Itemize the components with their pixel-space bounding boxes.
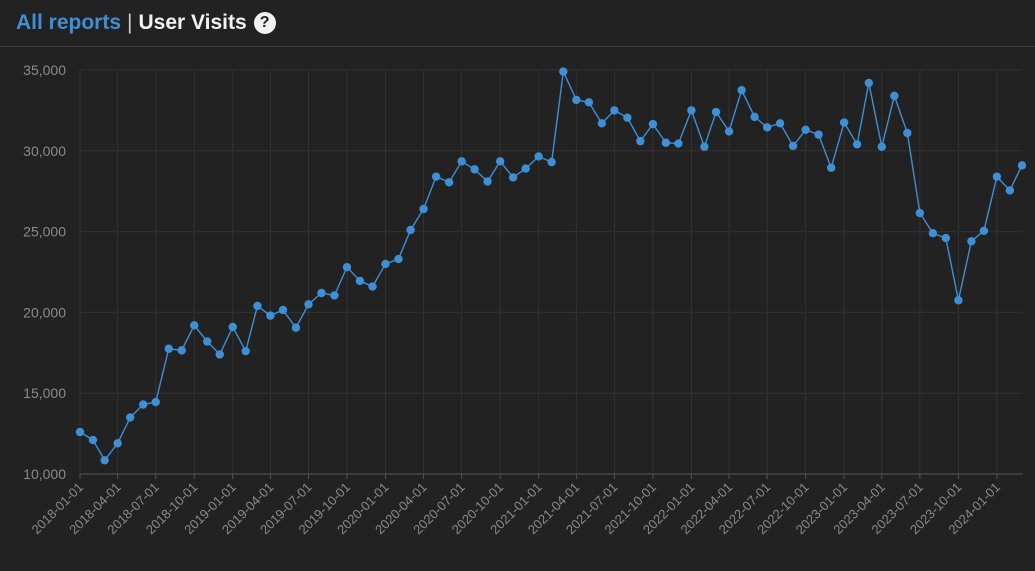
data-point — [521, 164, 530, 173]
data-point — [801, 125, 810, 134]
data-point — [547, 157, 556, 167]
data-point — [877, 142, 887, 151]
series-line — [79, 69, 1023, 462]
data-point — [826, 163, 836, 172]
data-point — [126, 413, 135, 422]
data-point — [661, 138, 671, 147]
data-point — [355, 276, 365, 286]
data-point — [711, 107, 721, 117]
data-point — [648, 119, 658, 129]
data-point — [394, 254, 403, 264]
data-point — [291, 323, 301, 332]
breadcrumb-separator: | — [127, 11, 133, 34]
data-point — [1017, 161, 1027, 170]
data-point — [419, 204, 428, 214]
data-point — [597, 119, 607, 128]
header-divider — [0, 46, 1035, 47]
y-tick-label: 30,000 — [23, 143, 66, 159]
data-point — [431, 172, 441, 181]
data-point — [775, 119, 785, 128]
data-point — [444, 178, 454, 187]
data-point — [992, 172, 1002, 181]
data-point — [113, 439, 122, 448]
y-tick-label: 35,000 — [23, 62, 66, 78]
data-point — [100, 456, 109, 465]
data-point — [610, 106, 619, 115]
data-point — [241, 346, 250, 356]
question-circle-icon[interactable]: ? — [253, 12, 276, 34]
data-point — [534, 152, 543, 161]
data-point — [941, 233, 951, 243]
data-point — [852, 140, 862, 149]
data-point — [636, 136, 645, 146]
data-point — [203, 337, 212, 346]
data-point — [788, 141, 798, 151]
data-point — [750, 112, 759, 122]
y-tick-label: 10,000 — [23, 466, 66, 482]
data-point — [253, 301, 262, 311]
y-tick-label: 20,000 — [23, 304, 66, 320]
data-point — [979, 226, 989, 235]
data-point — [700, 142, 709, 151]
data-point — [75, 427, 85, 437]
y-tick-label: 25,000 — [23, 224, 66, 240]
data-point — [266, 311, 275, 320]
data-point — [890, 91, 899, 101]
data-point — [572, 95, 581, 105]
all-reports-link[interactable]: All reports — [16, 11, 122, 34]
data-point — [903, 128, 912, 138]
data-point — [304, 300, 313, 309]
data-point — [967, 237, 976, 246]
data-point — [623, 113, 632, 122]
data-point — [495, 157, 505, 166]
data-point — [508, 173, 518, 182]
data-point — [915, 208, 925, 218]
data-point — [928, 229, 938, 238]
data-point — [317, 288, 326, 298]
y-tick-label: 15,000 — [23, 385, 66, 401]
data-point — [138, 400, 148, 409]
data-point — [864, 78, 874, 88]
data-point — [674, 139, 683, 148]
page-title: User Visits — [138, 11, 247, 34]
data-point — [724, 127, 734, 136]
data-point — [151, 397, 160, 407]
data-point — [164, 344, 173, 353]
data-point — [457, 157, 466, 166]
data-point — [762, 123, 772, 132]
data-point — [177, 346, 186, 355]
data-point — [1005, 186, 1015, 195]
data-point — [88, 435, 98, 445]
data-point — [483, 177, 492, 186]
data-point — [368, 282, 377, 291]
data-point — [559, 67, 568, 76]
data-point — [228, 322, 237, 332]
data-point — [839, 118, 849, 127]
data-point — [814, 130, 823, 139]
data-point — [190, 321, 199, 330]
report-header: All reports | User Visits ? — [16, 8, 276, 38]
data-point — [381, 259, 390, 269]
data-point — [584, 98, 594, 107]
data-point — [687, 106, 696, 115]
data-point — [215, 350, 224, 359]
data-point — [406, 225, 415, 235]
data-point — [278, 305, 288, 315]
data-point — [737, 86, 746, 95]
data-point — [470, 165, 479, 174]
data-point — [330, 291, 339, 300]
data-point — [342, 262, 352, 272]
data-point — [954, 296, 963, 305]
